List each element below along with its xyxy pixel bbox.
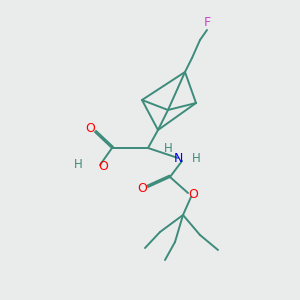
Text: N: N — [173, 152, 183, 164]
Text: O: O — [137, 182, 147, 196]
Text: F: F — [203, 16, 211, 28]
Text: O: O — [188, 188, 198, 202]
Text: H: H — [164, 142, 172, 154]
Text: H: H — [74, 158, 82, 172]
Text: O: O — [85, 122, 95, 134]
Text: H: H — [192, 152, 200, 164]
Text: O: O — [98, 160, 108, 173]
